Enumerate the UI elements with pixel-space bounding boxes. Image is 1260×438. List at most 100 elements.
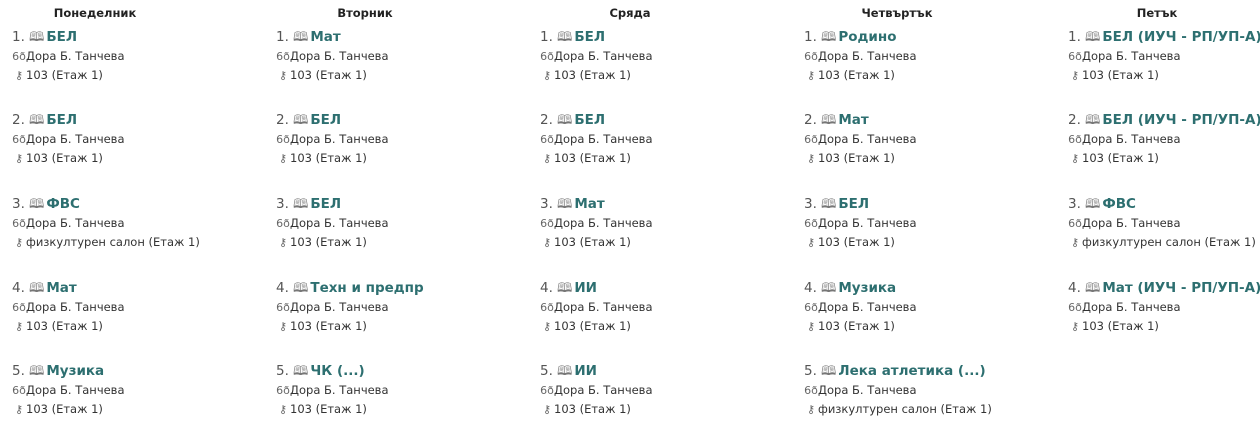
subject-link[interactable]: Мат (46, 280, 77, 296)
teacher-name: Дора Б. Танчева (26, 132, 125, 146)
book-icon: 🕮 (24, 364, 45, 379)
subject-link[interactable]: БЕЛ (574, 29, 606, 45)
lesson-title: 1. 🕮 Родино (804, 28, 917, 47)
room-name: 103 (Етаж 1) (290, 68, 367, 82)
room-name: 103 (Етаж 1) (818, 151, 895, 165)
lesson-item: 2. 🕮 БЕЛ 6ðДора Б. Танчева ⚷ 103 (Етаж 1) (540, 111, 653, 168)
room-line: ⚷ 103 (Етаж 1) (804, 317, 917, 336)
lesson-item: 3. 🕮 БЕЛ 6ðДора Б. Танчева ⚷ 103 (Етаж 1) (276, 195, 389, 252)
subject-link[interactable]: Музика (46, 363, 105, 379)
room-line: ⚷ 103 (Етаж 1) (276, 66, 389, 85)
key-icon: ⚷ (542, 69, 552, 82)
subject-link[interactable]: БЕЛ (838, 196, 870, 212)
room-line: ⚷ 103 (Етаж 1) (540, 233, 653, 252)
lesson-item: 5. 🕮 ЧК (...) 6ðДора Б. Танчева ⚷ 103 (Етаж … (276, 362, 389, 419)
lesson-title: 5. 🕮 Музика (12, 362, 125, 381)
glasses-icon: 6ð (12, 301, 26, 314)
subject-link[interactable]: Техн и предпр (310, 280, 424, 296)
room-line: ⚷ 103 (Етаж 1) (804, 233, 917, 252)
lesson-item: 2. 🕮 БЕЛ (ИУЧ - РП/УП-А) 6ðДора Б. Танчева… (1068, 111, 1260, 168)
room-line: ⚷ 103 (Етаж 1) (540, 66, 653, 85)
subject-link[interactable]: БЕЛ (ИУЧ - РП/УП-А) (1102, 112, 1260, 128)
key-icon: ⚷ (278, 152, 288, 165)
room-name: физкултурен салон (Етаж 1) (26, 235, 200, 249)
subject-link[interactable]: БЕЛ (46, 112, 78, 128)
lesson-title: 3. 🕮 БЕЛ (804, 195, 917, 214)
teacher-name: Дора Б. Танчева (26, 216, 125, 230)
subject-link[interactable]: Лека атлетика (...) (838, 363, 986, 379)
room-name: 103 (Етаж 1) (554, 235, 631, 249)
glasses-icon: 6ð (540, 384, 554, 397)
lesson-number: 4. (804, 280, 817, 296)
lesson-number: 1. (1068, 29, 1081, 45)
room-name: 103 (Етаж 1) (26, 151, 103, 165)
room-line: ⚷ физкултурен салон (Етаж 1) (804, 400, 992, 419)
teacher-line: 6ðДора Б. Танчева (12, 298, 124, 317)
book-icon: 🕮 (288, 197, 309, 212)
book-icon: 🕮 (1080, 197, 1101, 212)
room-line: ⚷ 103 (Етаж 1) (1068, 66, 1260, 85)
subject-link[interactable]: ФВС (1102, 196, 1136, 212)
subject-link[interactable]: Родино (838, 29, 897, 45)
subject-link[interactable]: БЕЛ (310, 112, 342, 128)
subject-link[interactable]: БЕЛ (310, 196, 342, 212)
lesson-number: 2. (12, 112, 25, 128)
lesson-item: 5. 🕮 Лека атлетика (...) 6ðДора Б. Танчева… (804, 362, 992, 419)
subject-link[interactable]: Мат (838, 112, 869, 128)
key-icon: ⚷ (1070, 236, 1080, 249)
lesson-title: 5. 🕮 ЧК (...) (276, 362, 389, 381)
subject-link[interactable]: ЧК (...) (310, 363, 365, 379)
subject-link[interactable]: Музика (838, 280, 897, 296)
room-line: ⚷ 103 (Етаж 1) (12, 400, 125, 419)
lesson-item: 5. 🕮 Музика 6ðДора Б. Танчева ⚷ 103 (Етаж 1) (12, 362, 125, 419)
lesson-title: 4. 🕮 ИИ (540, 279, 653, 298)
subject-link[interactable]: ИИ (574, 363, 597, 379)
key-icon: ⚷ (806, 403, 816, 416)
room-name: физкултурен салон (Етаж 1) (1082, 235, 1256, 249)
teacher-line: 6ðДора Б. Танчева (1068, 130, 1260, 149)
subject-link[interactable]: БЕЛ (ИУЧ - РП/УП-А) (1102, 29, 1260, 45)
day-header: Понеделник (53, 6, 137, 20)
subject-link[interactable]: Мат (574, 196, 605, 212)
lesson-number: 2. (276, 112, 289, 128)
subject-link[interactable]: БЕЛ (46, 29, 78, 45)
teacher-name: Дора Б. Танчева (1082, 49, 1181, 63)
subject-link[interactable]: БЕЛ (574, 112, 606, 128)
room-line: ⚷ 103 (Етаж 1) (12, 149, 125, 168)
lesson-title: 3. 🕮 Мат (540, 195, 653, 214)
lesson-number: 1. (276, 29, 289, 45)
key-icon: ⚷ (278, 236, 288, 249)
room-line: ⚷ 103 (Етаж 1) (1068, 149, 1260, 168)
glasses-icon: 6ð (276, 301, 290, 314)
key-icon: ⚷ (806, 152, 816, 165)
room-name: 103 (Етаж 1) (290, 319, 367, 333)
lesson-number: 1. (804, 29, 817, 45)
glasses-icon: 6ð (540, 217, 554, 230)
subject-link[interactable]: Мат (ИУЧ - РП/УП-А) (1102, 280, 1260, 296)
subject-link[interactable]: Мат (310, 29, 341, 45)
subject-link[interactable]: ИИ (574, 280, 597, 296)
subject-link[interactable]: ФВС (46, 196, 80, 212)
book-icon: 🕮 (1080, 281, 1101, 296)
room-line: ⚷ 103 (Етаж 1) (276, 233, 389, 252)
book-icon: 🕮 (816, 113, 837, 128)
book-icon: 🕮 (816, 281, 837, 296)
glasses-icon: 6ð (540, 301, 554, 314)
glasses-icon: 6ð (12, 217, 26, 230)
lesson-title: 1. 🕮 БЕЛ (ИУЧ - РП/УП-А) (1068, 28, 1260, 47)
room-line: ⚷ 103 (Етаж 1) (540, 400, 653, 419)
lesson-number: 2. (804, 112, 817, 128)
teacher-line: 6ðДора Б. Танчева (804, 381, 992, 400)
room-line: ⚷ 103 (Етаж 1) (12, 317, 125, 336)
lesson-title: 3. 🕮 БЕЛ (276, 195, 389, 214)
teacher-line: 6ðДора Б. Танчева (804, 298, 916, 317)
room-name: 103 (Етаж 1) (554, 151, 631, 165)
lesson-title: 4. 🕮 Техн и предпр (276, 279, 424, 298)
glasses-icon: 6ð (804, 301, 818, 314)
key-icon: ⚷ (1070, 320, 1080, 333)
room-line: ⚷ 103 (Етаж 1) (1068, 317, 1260, 336)
lesson-title: 2. 🕮 Мат (804, 111, 917, 130)
teacher-line: 6ðДора Б. Танчева (276, 47, 388, 66)
lesson-number: 4. (540, 280, 553, 296)
book-icon: 🕮 (1080, 113, 1101, 128)
